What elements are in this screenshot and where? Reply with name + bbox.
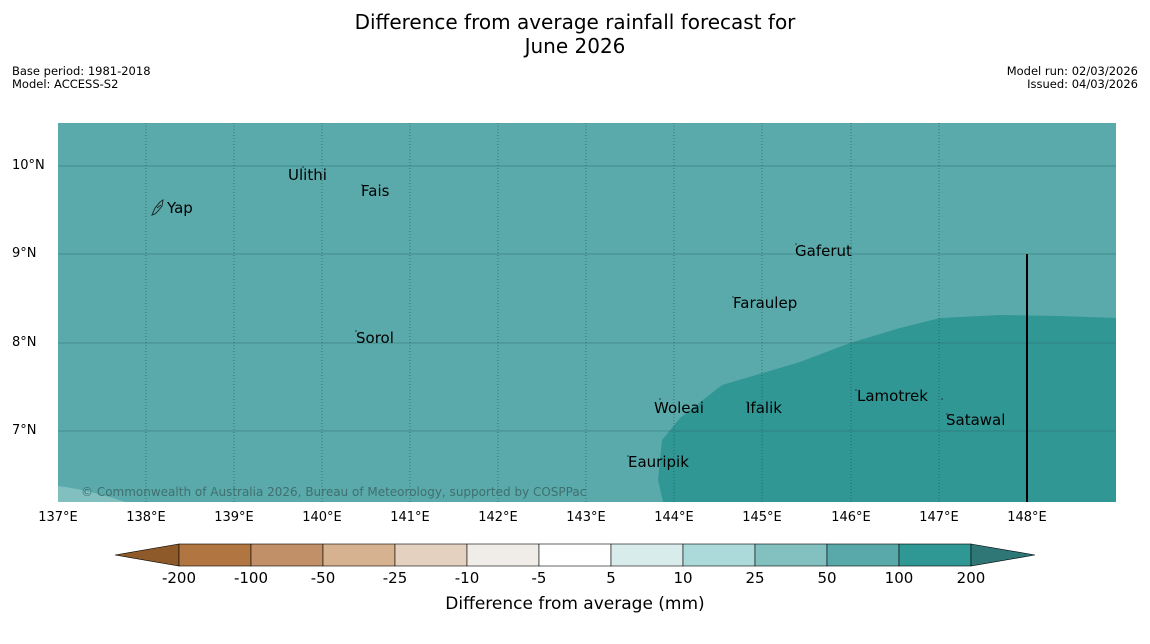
base-period: Base period: 1981-2018 [12, 64, 151, 78]
place-eauripik: Eauripik [628, 453, 689, 471]
colorbar-label: -50 [310, 569, 336, 587]
yap-island-shape [151, 198, 164, 216]
lon-label-148e: 148°E [1007, 510, 1047, 525]
colorbar-extend-high [970, 543, 1036, 567]
colorbar-label: -100 [233, 569, 269, 587]
colorbar-segment [682, 543, 756, 567]
place-satawal: Satawal [946, 411, 1006, 429]
colorbar-label: -10 [454, 569, 480, 587]
model-name: Model: ACCESS-S2 [12, 77, 119, 91]
place-lamotrek: Lamotrek [857, 387, 928, 405]
colorbar-segment [322, 543, 396, 567]
region-100-200 [658, 315, 1116, 502]
colorbar-segment [826, 543, 900, 567]
place-sorol: Sorol [356, 329, 394, 347]
colorbar-label: 10 [673, 569, 693, 587]
colorbar-segment [610, 543, 684, 567]
issued-date: Issued: 04/03/2026 [1027, 77, 1138, 91]
lon-label-138e: 138°E [126, 510, 166, 525]
place-ifalik: Ifalik [746, 399, 782, 417]
lon-label-146e: 146°E [831, 510, 871, 525]
lat-label-7n: 7°N [12, 423, 37, 438]
colorbar-segment [466, 543, 540, 567]
colorbar-segment [178, 543, 252, 567]
lat-label-10n: 10°N [12, 158, 45, 173]
lat-label-8n: 8°N [12, 335, 37, 350]
lon-label-142e: 142°E [478, 510, 518, 525]
meta-right: Model run: 02/03/2026 Issued: 04/03/2026 [1007, 65, 1138, 91]
place-gaferut: Gaferut [795, 242, 852, 260]
colorbar-label: 25 [745, 569, 765, 587]
colorbar-segment [538, 543, 612, 567]
copyright-text: © Commonwealth of Australia 2026, Bureau… [81, 485, 587, 499]
colorbar-label: -200 [161, 569, 197, 587]
colorbar-label: 50 [817, 569, 837, 587]
lon-label-143e: 143°E [566, 510, 606, 525]
lon-label-144e: 144°E [654, 510, 694, 525]
lon-label-147e: 147°E [919, 510, 959, 525]
model-run: Model run: 02/03/2026 [1006, 64, 1138, 78]
lon-label-140e: 140°E [302, 510, 342, 525]
colorbar-segment [898, 543, 972, 567]
lon-label-137e: 137°E [38, 510, 78, 525]
lon-label-139e: 139°E [214, 510, 254, 525]
colorbar-segment [754, 543, 828, 567]
meta-left: Base period: 1981-2018 Model: ACCESS-S2 [12, 65, 151, 91]
place-woleai: Woleai [654, 399, 704, 417]
colorbar [114, 543, 1036, 567]
colorbar-label: 5 [606, 569, 616, 587]
place-faraulep: Faraulep [733, 294, 798, 312]
colorbar-title: Difference from average (mm) [445, 594, 705, 614]
lon-label-141e: 141°E [390, 510, 430, 525]
place-fais: Fais [361, 182, 390, 200]
colorbar-label: 100 [884, 569, 914, 587]
region-25-50 [58, 486, 125, 502]
colorbar-label: -5 [531, 569, 547, 587]
lon-gridlines [145, 123, 940, 502]
lon-label-145e: 145°E [742, 510, 782, 525]
colorbar-segment [250, 543, 324, 567]
title-line-2: June 2026 [524, 34, 626, 58]
colorbar-label: 200 [956, 569, 986, 587]
place-yap: Yap [167, 199, 193, 217]
map-title: Difference from average rainfall forecas… [0, 10, 1150, 58]
title-line-1: Difference from average rainfall forecas… [354, 10, 796, 34]
colorbar-segment [394, 543, 468, 567]
lat-label-9n: 9°N [12, 246, 37, 261]
colorbar-label: -25 [382, 569, 408, 587]
colorbar-extend-low [114, 543, 180, 567]
place-ulithi: Ulithi [288, 166, 327, 184]
island-dots [302, 166, 948, 457]
